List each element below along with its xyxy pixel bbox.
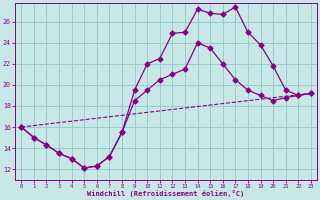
X-axis label: Windchill (Refroidissement éolien,°C): Windchill (Refroidissement éolien,°C): [87, 190, 245, 197]
